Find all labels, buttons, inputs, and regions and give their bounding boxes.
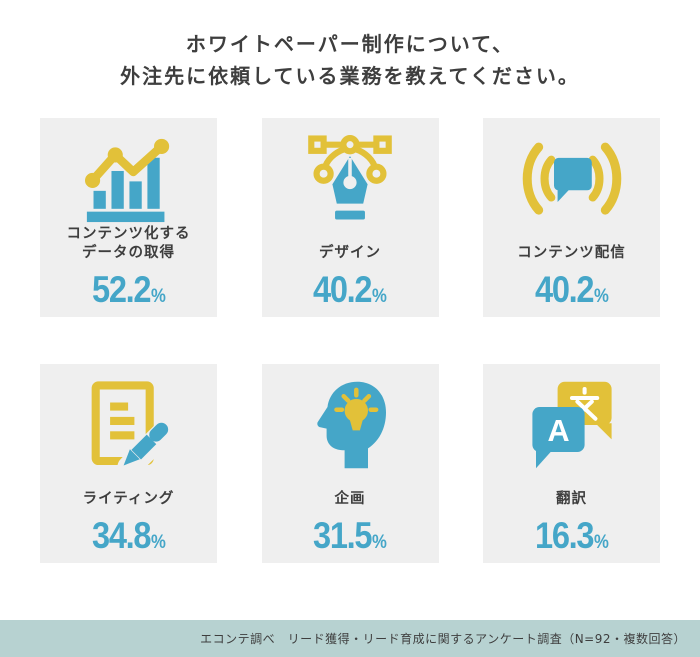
head-lightbulb-icon	[262, 379, 439, 471]
card-label: 企画	[334, 490, 366, 507]
card-value: 16.3%	[534, 515, 609, 556]
card-label: コンテンツ化する	[66, 225, 191, 242]
card-translation: A 翻訳 16.3%	[483, 364, 660, 563]
card-value: 31.5%	[313, 515, 387, 556]
latin-a-glyph: A	[547, 414, 569, 448]
card-label: コンテンツ配信	[517, 244, 626, 261]
page-title-line2: 外注先に依頼している業務を教えてください。	[120, 64, 580, 89]
card-content-distribution: コンテンツ配信 40.2%	[483, 118, 660, 317]
translation-bubbles-icon: A	[483, 379, 660, 471]
pen-tool-icon	[262, 133, 439, 225]
card-data-acquisition: コンテンツ化する データの取得 52.2%	[40, 118, 217, 317]
card-design: デザイン 40.2%	[261, 118, 439, 317]
card-grid: コンテンツ化する データの取得 52.2%	[40, 118, 660, 563]
card-value: 34.8%	[91, 515, 166, 556]
page-title: ホワイトペーパー制作について、 外注先に依頼している業務を教えてください。	[0, 28, 700, 93]
card-planning: 企画 31.5%	[261, 364, 439, 563]
card-label: デザイン	[319, 244, 381, 261]
document-pencil-icon	[40, 379, 217, 471]
card-label: 翻訳	[556, 490, 587, 507]
card-label-line2: データの取得	[82, 244, 175, 261]
bar-line-chart-icon	[40, 133, 217, 225]
card-value: 40.2%	[313, 269, 387, 310]
source-footer: エコンテ調べ リード獲得・リード育成に関するアンケート調査（N=92・複数回答）	[0, 620, 700, 657]
broadcast-speech-bubble-icon	[483, 133, 660, 225]
source-text: エコンテ調べ リード獲得・リード育成に関するアンケート調査（N=92・複数回答）	[200, 632, 686, 646]
card-writing: ライティング 34.8%	[40, 364, 217, 563]
page-title-line1: ホワイトペーパー制作について、	[185, 32, 515, 56]
card-value: 40.2%	[534, 269, 609, 310]
card-label: ライティング	[82, 490, 175, 507]
card-value: 52.2%	[91, 269, 166, 310]
